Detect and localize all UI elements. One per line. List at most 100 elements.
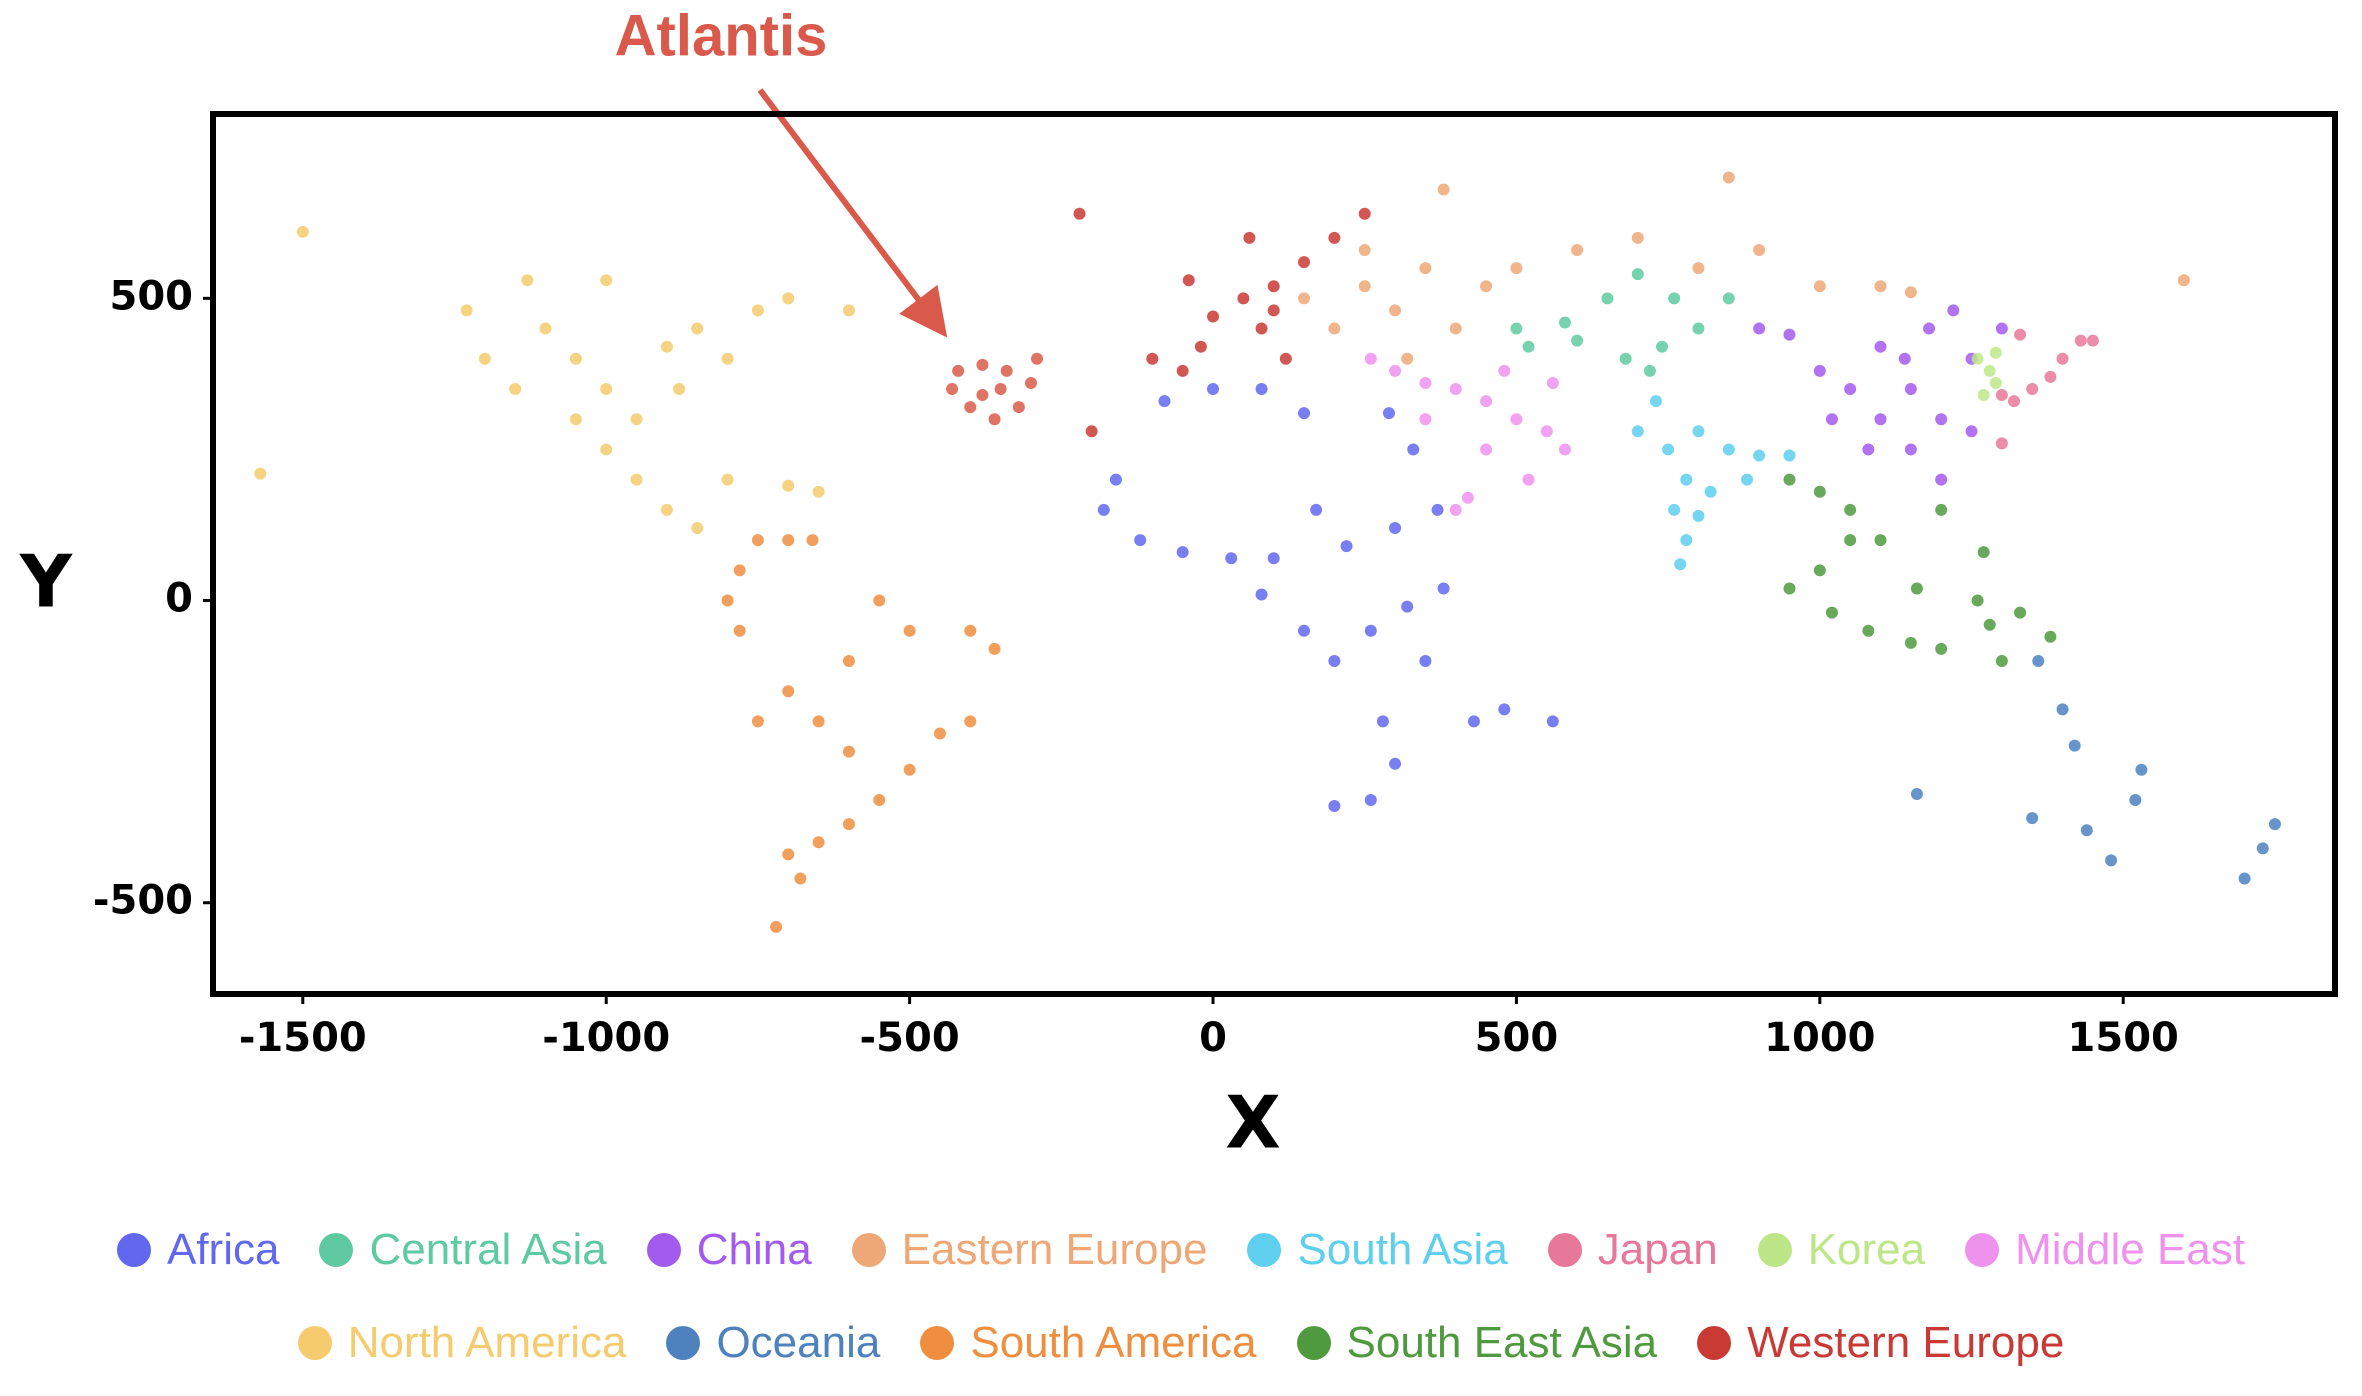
point — [2256, 842, 2269, 855]
point — [988, 413, 1001, 426]
point — [1977, 389, 1990, 402]
point — [733, 564, 746, 577]
x-tick-label: 1000 — [1764, 1015, 1875, 1061]
point — [691, 322, 704, 335]
point — [794, 872, 807, 885]
point — [2135, 763, 2148, 776]
point — [1340, 540, 1353, 553]
point — [1522, 340, 1535, 353]
point — [539, 322, 552, 335]
point — [1649, 395, 1662, 408]
legend-item: Japan — [1547, 1225, 1718, 1275]
point — [2129, 793, 2142, 806]
point — [660, 503, 673, 516]
point — [1783, 328, 1796, 341]
x-tick-label: -1500 — [239, 1015, 367, 1061]
point — [1904, 286, 1917, 299]
legend-marker — [1547, 1233, 1582, 1267]
point — [1328, 800, 1341, 813]
legend-label: China — [696, 1225, 812, 1274]
point — [1910, 582, 1923, 595]
point — [782, 848, 795, 861]
legend-label: South Asia — [1297, 1225, 1508, 1274]
point — [2068, 739, 2081, 752]
point — [521, 274, 534, 287]
point — [1935, 503, 1948, 516]
point — [2044, 630, 2057, 643]
point — [1382, 407, 1395, 420]
point — [873, 594, 886, 607]
point — [569, 352, 582, 365]
x-tick-label: 500 — [1475, 1015, 1559, 1061]
point — [842, 654, 855, 667]
point — [1971, 352, 1984, 365]
point — [1437, 582, 1450, 595]
point — [842, 745, 855, 758]
legend-label: Eastern Europe — [901, 1225, 1208, 1274]
point — [478, 352, 491, 365]
point — [733, 624, 746, 637]
point — [1704, 485, 1717, 498]
point — [2105, 854, 2118, 867]
y-tick-label: 0 — [165, 576, 193, 622]
point — [254, 467, 267, 480]
point — [1844, 503, 1857, 516]
point — [1995, 322, 2008, 335]
point — [1073, 207, 1086, 220]
point — [2086, 334, 2099, 347]
point — [1692, 509, 1705, 522]
point — [660, 340, 673, 353]
point — [1783, 449, 1796, 462]
point — [1401, 352, 1414, 365]
x-tick-label: 1500 — [2068, 1015, 2179, 1061]
point — [988, 642, 1001, 655]
point — [1783, 473, 1796, 486]
point — [1449, 503, 1462, 516]
legend-marker — [851, 1233, 886, 1267]
point — [2074, 334, 2087, 347]
point — [1419, 376, 1432, 389]
point — [600, 443, 613, 456]
point — [1449, 383, 1462, 395]
point — [1358, 243, 1371, 256]
point — [2032, 654, 2045, 667]
point — [782, 479, 795, 492]
point — [1182, 274, 1195, 287]
point — [842, 818, 855, 831]
y-tick-label: 500 — [110, 273, 194, 319]
point — [1844, 383, 1857, 395]
x-tick-label: -500 — [860, 1015, 960, 1061]
point — [1255, 383, 1268, 395]
point — [1680, 473, 1693, 486]
point — [1977, 546, 1990, 559]
point — [976, 358, 989, 371]
point — [1012, 401, 1025, 414]
point — [1910, 787, 1923, 800]
point — [1510, 413, 1523, 426]
point — [1267, 280, 1280, 293]
point — [1255, 322, 1268, 335]
point — [946, 383, 959, 395]
point — [1813, 485, 1826, 498]
point — [1255, 588, 1268, 601]
point — [1389, 364, 1402, 377]
legend-marker — [646, 1233, 681, 1267]
y-axis-label: Y — [19, 540, 73, 624]
legend-label: South America — [970, 1318, 1257, 1367]
point — [1376, 715, 1389, 728]
legend-marker — [666, 1326, 701, 1360]
point — [1540, 425, 1553, 438]
point — [1722, 443, 1735, 456]
point — [1279, 352, 1292, 365]
legend-label: Middle East — [2015, 1225, 2245, 1274]
legend-marker — [920, 1326, 955, 1360]
legend-item: Middle East — [1965, 1225, 2245, 1275]
point — [1571, 334, 1584, 347]
point — [1267, 304, 1280, 317]
point — [903, 624, 916, 637]
point — [1419, 654, 1432, 667]
point — [1571, 243, 1584, 256]
point — [1722, 292, 1735, 305]
legend-label: Western Europe — [1747, 1318, 2065, 1367]
